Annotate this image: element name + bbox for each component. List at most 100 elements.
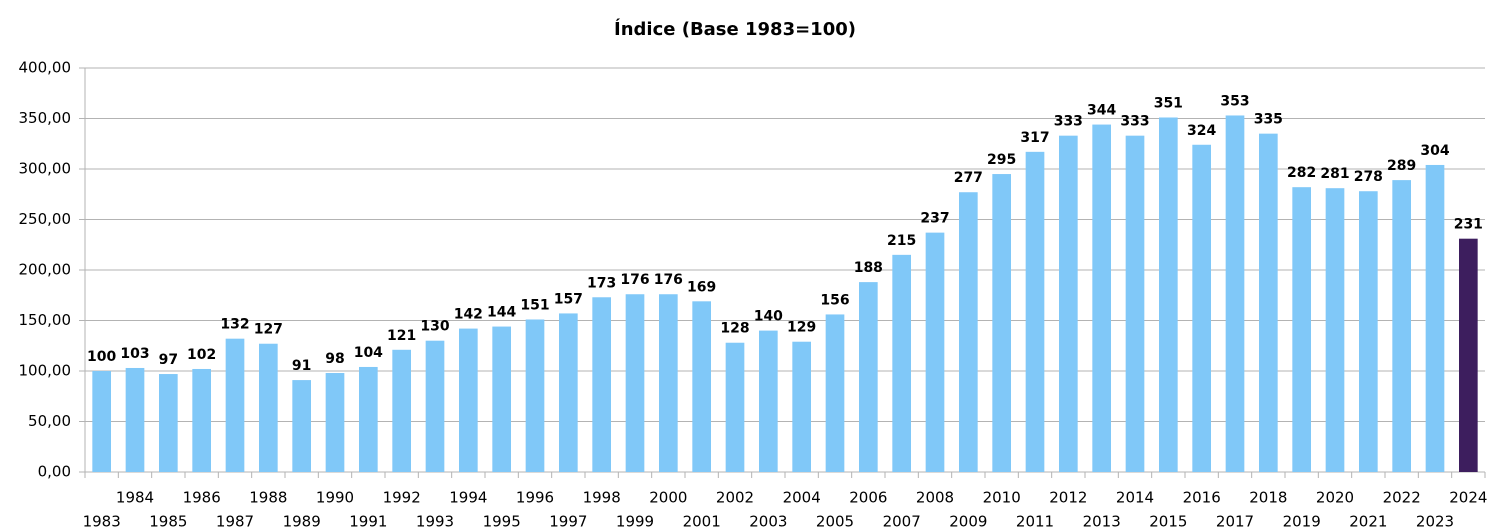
x-tick-label: 2022	[1383, 489, 1421, 507]
bar	[92, 371, 111, 472]
value-label: 324	[1187, 123, 1216, 139]
x-tick-label: 1987	[216, 513, 254, 531]
x-tick-label: 1989	[283, 513, 321, 531]
x-tick-label: 2017	[1216, 513, 1254, 531]
value-label: 173	[587, 275, 616, 291]
value-label: 156	[820, 292, 849, 308]
value-label: 351	[1154, 95, 1183, 111]
x-tick-label: 2024	[1449, 489, 1487, 507]
value-label: 304	[1420, 143, 1449, 159]
x-tick-label: 1998	[583, 489, 621, 507]
value-label: 215	[887, 233, 916, 249]
bar	[559, 313, 578, 472]
bar	[859, 282, 878, 472]
bar	[1225, 115, 1245, 472]
x-tick-label: 2006	[849, 489, 887, 507]
bar	[225, 338, 245, 472]
x-tick-label: 1992	[383, 489, 421, 507]
value-label: 282	[1287, 165, 1316, 181]
value-label: 98	[325, 351, 344, 367]
x-tick-label: 2011	[1016, 513, 1054, 531]
bar	[1359, 191, 1378, 472]
bar	[1025, 151, 1045, 472]
bar	[792, 341, 811, 472]
value-label: 176	[654, 272, 683, 288]
x-tick-label: 1985	[149, 513, 187, 531]
bar	[1325, 188, 1345, 472]
x-tick-label: 2021	[1349, 513, 1387, 531]
x-tick-label: 2019	[1283, 513, 1321, 531]
x-tick-label: 2007	[883, 513, 921, 531]
x-tick-label: 1995	[483, 513, 521, 531]
value-label: 103	[120, 346, 149, 362]
value-label: 97	[159, 352, 178, 368]
x-tick-label: 1983	[83, 513, 121, 531]
bar	[659, 294, 678, 472]
y-tick-label: 50,00	[28, 412, 71, 430]
value-label: 333	[1054, 114, 1083, 130]
value-label: 353	[1220, 93, 1249, 109]
bar	[192, 368, 211, 472]
x-tick-label: 2018	[1249, 489, 1287, 507]
value-label: 142	[454, 307, 483, 323]
chart-title: Índice (Base 1983=100)	[614, 18, 856, 40]
y-tick-label: 150,00	[19, 311, 72, 329]
bar	[325, 373, 345, 472]
x-tick-label: 1997	[549, 513, 587, 531]
bar	[759, 330, 778, 472]
value-label: 169	[687, 279, 716, 295]
x-tick-label: 1990	[316, 489, 354, 507]
y-tick-label: 200,00	[19, 261, 72, 279]
value-label: 333	[1120, 114, 1149, 130]
x-tick-label: 2001	[683, 513, 721, 531]
value-label: 335	[1254, 112, 1283, 128]
bar	[1459, 238, 1478, 472]
x-tick-label: 2003	[749, 513, 787, 531]
bar	[892, 254, 911, 472]
x-tick-label: 2020	[1316, 489, 1354, 507]
x-tick-label: 1991	[349, 513, 387, 531]
bar	[259, 343, 278, 472]
bar	[459, 328, 478, 472]
bar	[959, 192, 978, 473]
bar	[492, 326, 511, 472]
y-tick-label: 300,00	[19, 160, 72, 178]
x-tick-label: 1996	[516, 489, 554, 507]
value-label: 121	[387, 328, 416, 344]
bar	[125, 367, 145, 472]
bar	[292, 380, 311, 472]
value-label: 157	[554, 291, 583, 307]
x-tick-label: 2016	[1183, 489, 1221, 507]
value-label: 317	[1020, 130, 1049, 146]
value-label: 344	[1087, 103, 1116, 119]
x-tick-label: 1988	[249, 489, 287, 507]
x-tick-label: 1984	[116, 489, 154, 507]
value-label: 188	[854, 260, 883, 276]
value-label: 289	[1387, 158, 1416, 174]
x-tick-label: 2014	[1116, 489, 1154, 507]
value-label: 277	[954, 170, 983, 186]
bar	[692, 301, 711, 472]
x-tick-label: 2002	[716, 489, 754, 507]
x-tick-label: 1993	[416, 513, 454, 531]
x-tick-label: 1994	[449, 489, 487, 507]
value-label: 140	[754, 309, 783, 325]
bar	[425, 340, 445, 472]
y-tick-label: 100,00	[19, 362, 72, 380]
bar	[1092, 124, 1111, 472]
y-tick-label: 250,00	[19, 210, 72, 228]
value-label: 128	[720, 321, 749, 337]
x-tick-label: 1999	[616, 513, 654, 531]
x-tick-label: 2010	[983, 489, 1021, 507]
value-label: 91	[292, 358, 311, 374]
x-tick-label: 2013	[1083, 513, 1121, 531]
value-label: 144	[487, 305, 516, 321]
bar	[992, 174, 1011, 473]
value-label: 100	[87, 349, 116, 365]
bar	[392, 349, 411, 472]
value-label: 231	[1454, 217, 1483, 233]
x-tick-label: 1986	[183, 489, 221, 507]
value-label: 129	[787, 320, 816, 336]
bar	[1392, 180, 1411, 473]
